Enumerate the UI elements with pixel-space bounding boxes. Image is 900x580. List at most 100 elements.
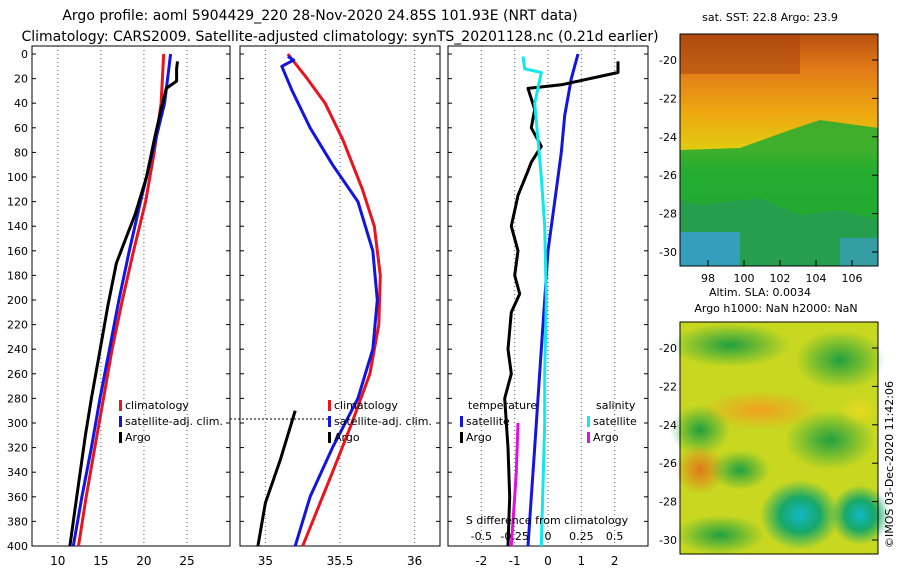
sla-blob-orange bbox=[675, 445, 725, 495]
sst-lon-ticks: 98 100 102 104 106 bbox=[701, 260, 863, 285]
temperature-legend: climatology satellite-adj. clim. Argo bbox=[119, 399, 223, 444]
legend-swatch-climatology bbox=[119, 400, 122, 411]
sla-blob-green bbox=[795, 330, 885, 390]
legend-swatch-argo bbox=[119, 432, 122, 443]
lat-tick-label: -24 bbox=[659, 419, 677, 432]
depth-tick-label: 0 bbox=[21, 48, 28, 61]
series-line-argo bbox=[68, 61, 179, 547]
legend-swatch-t-satellite bbox=[460, 416, 463, 427]
legend-swatch-climatology bbox=[328, 400, 331, 411]
depth-tick-label: 100 bbox=[7, 171, 28, 184]
depth-tick-label: 220 bbox=[7, 319, 28, 332]
depth-tick-label: 120 bbox=[7, 196, 28, 209]
lat-tick-label: -20 bbox=[659, 54, 677, 67]
lon-tick-label: 106 bbox=[842, 272, 863, 285]
legend-swatch-s-argo bbox=[587, 432, 590, 443]
legend-label-climatology: climatology bbox=[125, 399, 189, 412]
temperature-panel-frame bbox=[31, 45, 231, 547]
legend-label-satellite: satellite-adj. clim. bbox=[125, 415, 223, 428]
legend-label-satellite: satellite-adj. clim. bbox=[334, 415, 432, 428]
legend-swatch-s-satellite bbox=[587, 416, 590, 427]
gridlines bbox=[32, 46, 648, 547]
sla-lat-ticks: -20 -22 -24 -26 -28 -30 bbox=[659, 342, 878, 547]
s-difference-tick-label: -0.25 bbox=[500, 530, 528, 543]
sla-blob-cyan bbox=[830, 485, 890, 545]
legend-label-t-satellite: satellite bbox=[466, 415, 510, 428]
depth-tick-label: 320 bbox=[7, 442, 28, 455]
legend-label-s-satellite: satellite bbox=[593, 415, 637, 428]
sst-map-title: sat. SST: 22.8 Argo: 23.9 bbox=[702, 11, 838, 24]
x-tick-label: 35.5 bbox=[327, 554, 354, 568]
x-tick-labels: 10 15 20 25 35 35.5 36 -2 -1 0 1 2 bbox=[50, 554, 618, 568]
depth-tick-label: 60 bbox=[14, 122, 28, 135]
sla-map-frame bbox=[679, 321, 879, 555]
series-line-s-satellite bbox=[521, 56, 548, 547]
s-difference-tick-label: 0.25 bbox=[569, 530, 594, 543]
title-line1: Argo profile: aoml 5904429_220 28-Nov-20… bbox=[62, 8, 577, 24]
sla-blob-green bbox=[675, 515, 765, 555]
series-line-satellite-adj-clim- bbox=[280, 55, 379, 547]
s-difference-tick-label: 0.5 bbox=[606, 530, 624, 543]
series-line-climatology bbox=[286, 53, 382, 547]
legend-swatch-t-argo bbox=[460, 432, 463, 443]
sla-map-title-line2: Argo h1000: NaN h2000: NaN bbox=[694, 302, 857, 315]
lat-tick-label: -22 bbox=[659, 92, 677, 105]
depth-tick-label: 400 bbox=[7, 540, 28, 553]
sla-blob-green bbox=[710, 450, 770, 490]
depth-tick-label: 340 bbox=[7, 466, 28, 479]
x-tick-label: 15 bbox=[93, 554, 108, 568]
lat-tick-label: -24 bbox=[659, 131, 677, 144]
legend-label-argo: Argo bbox=[125, 431, 151, 444]
x-tick-label: 1 bbox=[578, 554, 586, 568]
sla-map: Altim. SLA: 0.0034 Argo h1000: NaN h2000… bbox=[659, 286, 890, 555]
depth-tick-label: 160 bbox=[7, 245, 28, 258]
sst-lat-ticks: -20 -22 -24 -26 -28 -30 bbox=[659, 54, 878, 259]
s-difference-tick-labels: -0.5 -0.25 0 0.25 0.5 bbox=[471, 530, 624, 543]
x-tick-label: 0 bbox=[544, 554, 552, 568]
sla-blob-yellow bbox=[840, 395, 880, 425]
x-tick-label: -1 bbox=[509, 554, 521, 568]
lat-tick-label: -30 bbox=[659, 534, 677, 547]
series-line-t-argo bbox=[503, 61, 620, 547]
lon-tick-label: 100 bbox=[734, 272, 755, 285]
x-tick-label: -2 bbox=[475, 554, 487, 568]
lat-tick-label: -20 bbox=[659, 342, 677, 355]
depth-tick-label: 300 bbox=[7, 417, 28, 430]
depth-axis: 0 20 40 60 80 100 120 140 160 180 200 220 240 260 280 3… bbox=[7, 48, 28, 553]
depth-tick-label: 200 bbox=[7, 294, 28, 307]
depth-tick-label: 140 bbox=[7, 220, 28, 233]
sla-blob-orange bbox=[700, 390, 820, 430]
legend-swatch-satellite bbox=[328, 416, 331, 427]
depth-tick-label: 20 bbox=[14, 73, 28, 86]
lat-tick-label: -26 bbox=[659, 457, 677, 470]
title-line2: Climatology: CARS2009. Satellite-adjuste… bbox=[21, 29, 658, 45]
sst-map: sat. SST: 22.8 Argo: 23.9 -20-22-24-26-2… bbox=[659, 11, 879, 285]
difference-legend: temperature satellite Argo salinity sate… bbox=[460, 399, 637, 444]
sla-map-title-line1: Altim. SLA: 0.0034 bbox=[709, 286, 811, 299]
profile-lines bbox=[68, 53, 620, 547]
lon-tick-label: 104 bbox=[806, 272, 827, 285]
legend-swatch-satellite bbox=[119, 416, 122, 427]
legend-label-s-argo: Argo bbox=[593, 431, 619, 444]
x-tick-label: 10 bbox=[50, 554, 65, 568]
sst-warm-core bbox=[680, 34, 800, 74]
x-tick-label: 20 bbox=[136, 554, 151, 568]
depth-tick-label: 80 bbox=[14, 146, 28, 159]
depth-tick-label: 240 bbox=[7, 343, 28, 356]
legend-title-salinity: salinity bbox=[596, 399, 636, 412]
sst-map-frame bbox=[679, 33, 879, 267]
lat-tick-label: -26 bbox=[659, 169, 677, 182]
series-line-s-argo bbox=[509, 422, 520, 547]
lat-tick-label: -22 bbox=[659, 380, 677, 393]
x-tick-label: 36 bbox=[407, 554, 422, 568]
imos-credit: ©IMOS 03-Dec-2020 11:42:06 bbox=[883, 381, 896, 548]
sst-cold-patch bbox=[680, 232, 740, 266]
x-tick-label: 35 bbox=[258, 554, 273, 568]
x-tick-label: 25 bbox=[179, 554, 194, 568]
s-difference-tick-label: 0 bbox=[545, 530, 552, 543]
lon-tick-label: 98 bbox=[701, 272, 715, 285]
legend-swatch-argo bbox=[328, 432, 331, 443]
s-difference-axis-label: S difference from climatology bbox=[466, 514, 629, 527]
legend-label-argo: Argo bbox=[334, 431, 360, 444]
